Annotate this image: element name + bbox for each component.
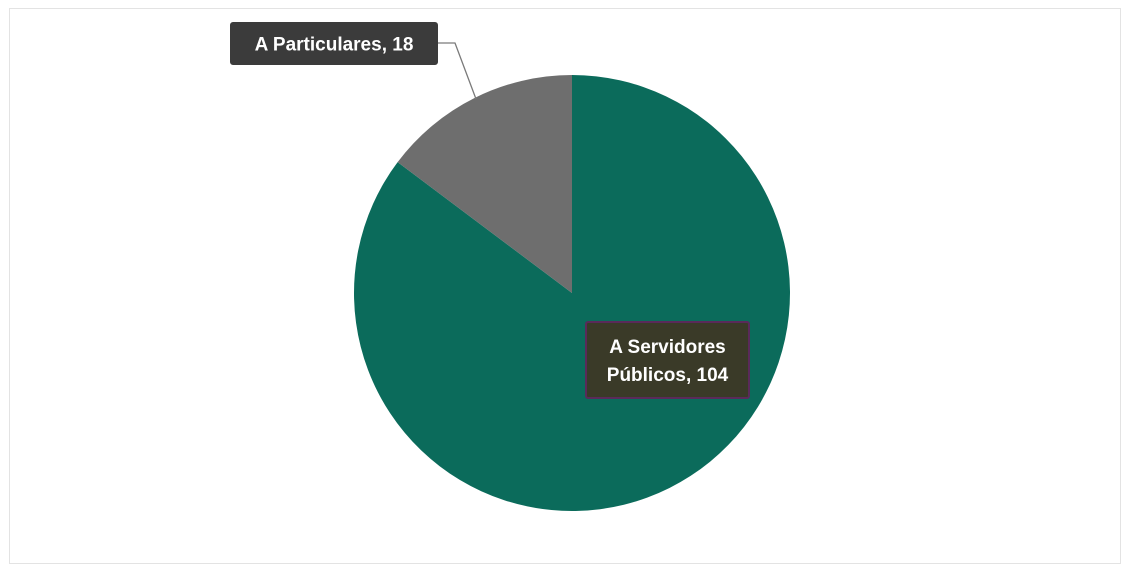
- leader-line: [437, 42, 477, 100]
- pie-slices: [353, 75, 790, 511]
- data-label-box: [585, 321, 750, 399]
- pie-slice-a-particulares: [397, 75, 572, 293]
- data-label-text: A Particulares, 18: [255, 35, 414, 56]
- data-label: A Servidores Públicos, 104: [585, 321, 750, 399]
- data-label-box: [230, 22, 438, 65]
- data-label-text: A Servidores: [609, 337, 726, 358]
- data-labels: A Servidores Públicos, 104 A Particulares,…: [230, 22, 750, 399]
- data-label: A Particulares, 18: [230, 22, 438, 65]
- leader-lines: [437, 42, 477, 100]
- pie-slice-a-servidores-p-blicos: [353, 75, 790, 511]
- data-label-text: Públicos, 104: [607, 365, 729, 386]
